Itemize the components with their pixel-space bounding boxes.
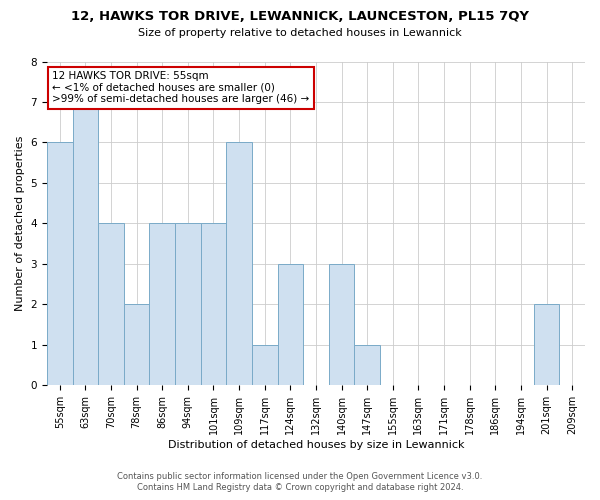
Bar bbox=[226, 142, 252, 386]
Text: 12 HAWKS TOR DRIVE: 55sqm
← <1% of detached houses are smaller (0)
>99% of semi-: 12 HAWKS TOR DRIVE: 55sqm ← <1% of detac… bbox=[52, 71, 310, 104]
Text: Contains HM Land Registry data © Crown copyright and database right 2024.: Contains HM Land Registry data © Crown c… bbox=[137, 484, 463, 492]
Bar bbox=[47, 142, 73, 386]
Bar bbox=[175, 224, 200, 386]
Bar bbox=[73, 102, 98, 386]
Text: Size of property relative to detached houses in Lewannick: Size of property relative to detached ho… bbox=[138, 28, 462, 38]
Bar bbox=[98, 224, 124, 386]
Y-axis label: Number of detached properties: Number of detached properties bbox=[15, 136, 25, 311]
Text: Contains public sector information licensed under the Open Government Licence v3: Contains public sector information licen… bbox=[118, 472, 482, 481]
X-axis label: Distribution of detached houses by size in Lewannick: Distribution of detached houses by size … bbox=[168, 440, 464, 450]
Bar bbox=[252, 345, 278, 386]
Bar bbox=[534, 304, 559, 386]
Bar bbox=[124, 304, 149, 386]
Bar bbox=[278, 264, 303, 386]
Bar bbox=[200, 224, 226, 386]
Text: 12, HAWKS TOR DRIVE, LEWANNICK, LAUNCESTON, PL15 7QY: 12, HAWKS TOR DRIVE, LEWANNICK, LAUNCEST… bbox=[71, 10, 529, 23]
Bar bbox=[329, 264, 355, 386]
Bar bbox=[149, 224, 175, 386]
Bar bbox=[355, 345, 380, 386]
